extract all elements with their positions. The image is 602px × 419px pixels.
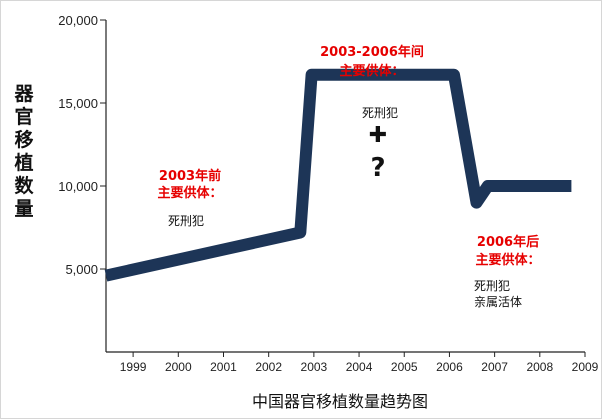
annotation-post2006-source1: 死刑犯: [474, 279, 510, 293]
x-tick-label: 2002: [255, 360, 282, 374]
series-line: [104, 68, 572, 282]
annotation-mid-question: ?: [370, 153, 385, 183]
chart-title: 中国器官移植数量趋势图: [252, 392, 428, 411]
annotation-mid-line1: 2003-2006年间: [320, 44, 424, 60]
x-tick-label: 2007: [481, 360, 508, 374]
annotation-mid-plus: ✚: [369, 123, 387, 148]
x-tick-label: 2000: [165, 360, 192, 374]
y-axis-label: 器官移植数量: [13, 83, 34, 220]
annotation-mid-line2: 主要供体：: [339, 63, 404, 79]
annotation-pre2003: 2003年前 主要供体： 死刑犯: [157, 168, 222, 228]
x-tick-label: 2008: [526, 360, 553, 374]
y-tick-label: 10,000: [58, 179, 98, 194]
annotation-post2006-line1: 2006年后: [477, 234, 539, 250]
x-tick-label: 1999: [120, 360, 147, 374]
y-ticks: 5,000 10,000 15,000 20,000: [58, 13, 106, 277]
x-ticks: 1999 2000 2001 2002 2003 2004 2005 2006 2007 2008…: [120, 352, 599, 374]
x-tick-label: 2001: [210, 360, 237, 374]
annotation-pre2003-line2: 主要供体：: [157, 185, 222, 201]
y-tick-label: 20,000: [58, 13, 98, 28]
x-tick-label: 2009: [572, 360, 599, 374]
annotation-pre2003-line1: 2003年前: [159, 168, 221, 184]
x-tick-label: 2004: [346, 360, 373, 374]
annotation-mid-source: 死刑犯: [362, 106, 398, 120]
annotation-post2006: 2006年后 主要供体： 死刑犯 亲属活体: [474, 234, 541, 309]
x-tick-label: 2006: [436, 360, 463, 374]
y-tick-label: 5,000: [65, 262, 98, 277]
y-tick-label: 15,000: [58, 96, 98, 111]
annotation-mid: 2003-2006年间 主要供体： 死刑犯 ✚ ?: [320, 44, 424, 183]
x-tick-label: 2003: [301, 360, 328, 374]
annotation-post2006-source2: 亲属活体: [474, 295, 522, 309]
x-tick-label: 2005: [391, 360, 418, 374]
annotation-post2006-line2: 主要供体：: [475, 252, 540, 268]
annotation-pre2003-source: 死刑犯: [168, 214, 204, 228]
